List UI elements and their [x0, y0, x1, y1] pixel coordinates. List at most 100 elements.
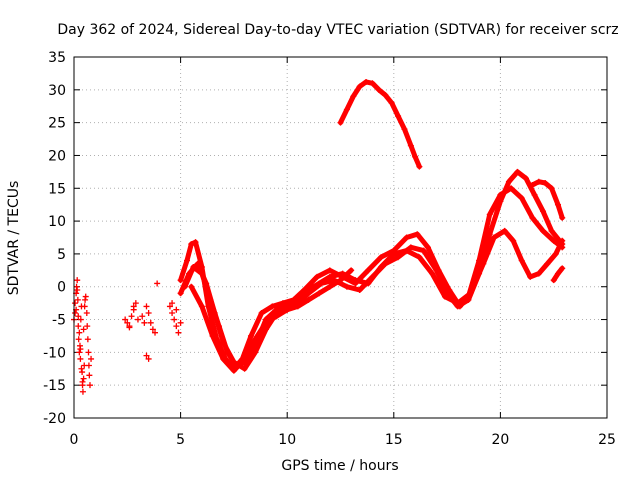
data-point: [544, 260, 551, 267]
data-point: [343, 283, 350, 290]
data-point: [177, 319, 184, 326]
series-scatter-2: [122, 280, 184, 362]
data-point: [554, 201, 561, 208]
y-tick-label: -15: [43, 378, 66, 394]
y-tick-label: 35: [48, 50, 66, 66]
data-point: [134, 316, 141, 323]
data-point: [508, 185, 515, 192]
data-point: [224, 349, 231, 356]
data-point: [326, 283, 333, 290]
data-point: [84, 323, 91, 330]
data-point: [314, 273, 321, 280]
data-point: [326, 267, 333, 274]
data-point: [548, 185, 555, 192]
data-point: [198, 270, 205, 277]
data-point: [80, 375, 87, 382]
data-point: [486, 231, 493, 238]
data-point: [352, 277, 359, 284]
data-point: [169, 300, 176, 307]
data-point: [76, 329, 83, 336]
data-point: [401, 126, 408, 133]
x-tick-label: 0: [70, 432, 79, 448]
data-point: [252, 336, 259, 343]
data-point: [365, 280, 372, 287]
data-point: [122, 316, 129, 323]
data-point: [395, 113, 402, 120]
series-arc-d: [188, 267, 355, 374]
data-point: [531, 191, 538, 198]
data-point: [559, 237, 566, 244]
data-point: [403, 247, 410, 254]
data-point: [169, 309, 176, 316]
data-point: [550, 277, 557, 284]
data-point: [388, 99, 395, 106]
data-point: [420, 247, 427, 254]
y-tick-label: 20: [48, 148, 66, 164]
series-scatter-1: [71, 277, 95, 395]
data-point: [188, 241, 195, 248]
y-tick-label: 30: [48, 83, 66, 99]
data-point: [183, 257, 190, 264]
data-point: [559, 265, 566, 272]
data-point: [414, 231, 421, 238]
series-arc-e: [337, 78, 423, 170]
data-point: [173, 306, 180, 313]
data-point: [209, 332, 216, 339]
data-point: [141, 319, 148, 326]
data-point: [467, 290, 474, 297]
data-point: [407, 142, 414, 149]
data-point: [128, 313, 135, 320]
plot-frame: [73, 56, 608, 419]
data-point: [378, 254, 385, 261]
data-point: [74, 277, 81, 284]
data-point: [130, 306, 137, 313]
data-point: [241, 355, 248, 362]
data-point: [497, 198, 504, 205]
data-point: [518, 195, 525, 202]
y-tick-label: 5: [57, 247, 66, 263]
data-point: [518, 257, 525, 264]
data-point: [273, 306, 280, 313]
data-point: [535, 270, 542, 277]
data-point: [363, 78, 370, 85]
data-point: [149, 326, 156, 333]
y-tick-label: -20: [43, 411, 66, 427]
data-point: [126, 324, 133, 331]
data-point: [294, 296, 301, 303]
data-point: [382, 92, 389, 99]
data-point: [554, 270, 561, 277]
data-point: [433, 267, 440, 274]
data-point: [305, 287, 312, 294]
data-point: [550, 237, 557, 244]
data-point: [177, 290, 184, 297]
data-point: [375, 86, 382, 93]
data-point: [269, 303, 276, 310]
data-point: [416, 163, 423, 170]
data-point: [86, 382, 93, 389]
data-point: [365, 267, 372, 274]
data-point: [407, 244, 414, 251]
data-point: [79, 378, 86, 385]
data-point: [88, 355, 95, 362]
y-axis-label: SDTVAR / TECUs: [6, 181, 22, 296]
data-point: [294, 303, 301, 310]
data-point: [86, 372, 93, 379]
data-point: [540, 208, 547, 215]
data-point: [166, 303, 173, 310]
data-point: [454, 300, 461, 307]
data-point: [441, 293, 448, 300]
y-tick-label: 15: [48, 181, 66, 197]
data-point: [548, 227, 555, 234]
data-point: [75, 323, 82, 330]
data-point: [152, 329, 159, 336]
x-tick-label: 15: [385, 432, 403, 448]
data-series: [71, 78, 566, 395]
data-point: [424, 244, 431, 251]
x-tick-label: 10: [278, 432, 296, 448]
data-point: [480, 260, 487, 267]
data-point: [510, 237, 517, 244]
data-point: [173, 323, 180, 330]
data-point: [369, 80, 376, 87]
data-point: [540, 227, 547, 234]
